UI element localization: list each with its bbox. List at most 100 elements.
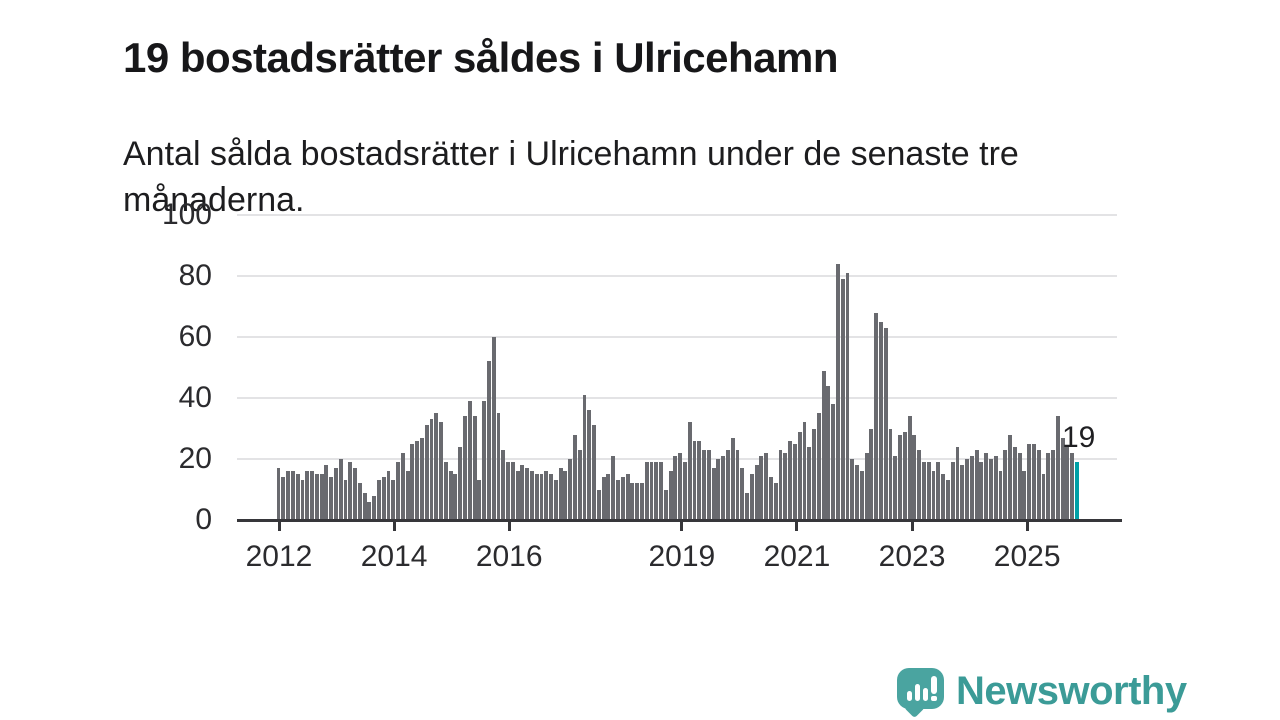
bar bbox=[855, 465, 859, 520]
bar bbox=[529, 471, 534, 520]
bar bbox=[400, 452, 405, 520]
bar bbox=[415, 440, 420, 520]
bar bbox=[300, 480, 305, 520]
bar bbox=[276, 468, 281, 520]
bar bbox=[788, 440, 793, 520]
x-axis-tick-label: 2019 bbox=[648, 540, 716, 573]
bar bbox=[936, 462, 941, 520]
bar bbox=[874, 312, 879, 520]
bar bbox=[525, 468, 530, 520]
bar bbox=[917, 449, 922, 520]
bar bbox=[501, 449, 506, 520]
bar bbox=[654, 462, 659, 520]
bar bbox=[797, 431, 802, 520]
bar bbox=[716, 459, 721, 520]
bar bbox=[692, 440, 697, 520]
bar bbox=[386, 471, 391, 520]
bar bbox=[467, 401, 472, 520]
bar bbox=[1012, 446, 1017, 520]
bar bbox=[702, 449, 706, 520]
bar bbox=[1003, 449, 1008, 520]
bar bbox=[453, 474, 458, 520]
bar bbox=[668, 471, 673, 520]
bar bbox=[429, 419, 434, 520]
bar bbox=[802, 422, 807, 520]
bar bbox=[477, 480, 482, 520]
bar bbox=[816, 413, 821, 520]
bar bbox=[864, 452, 869, 520]
bar bbox=[821, 370, 826, 520]
bar bbox=[396, 462, 401, 520]
x-axis-tick-label: 2025 bbox=[993, 540, 1061, 573]
bar bbox=[745, 492, 750, 520]
x-axis-line bbox=[237, 519, 1122, 522]
bar bbox=[1046, 452, 1051, 520]
x-axis-tick bbox=[1025, 522, 1029, 531]
bar bbox=[391, 480, 396, 520]
bar bbox=[343, 480, 348, 520]
x-axis-tick-label: 2016 bbox=[475, 540, 543, 573]
bar bbox=[539, 474, 544, 520]
bar bbox=[759, 455, 764, 520]
x-axis-tick bbox=[277, 522, 281, 531]
bar bbox=[639, 483, 644, 520]
bar bbox=[984, 452, 989, 520]
bar bbox=[606, 474, 611, 520]
bar bbox=[826, 385, 831, 520]
bar bbox=[945, 480, 950, 520]
bar bbox=[783, 452, 788, 520]
bar bbox=[659, 462, 663, 520]
bar bbox=[405, 471, 410, 520]
bar bbox=[357, 483, 362, 520]
y-axis-tick-label: 100 bbox=[161, 198, 212, 231]
bar bbox=[486, 361, 491, 520]
bar bbox=[859, 471, 864, 520]
bar bbox=[1022, 471, 1027, 520]
bar bbox=[735, 449, 740, 520]
bar bbox=[711, 468, 716, 520]
bar bbox=[898, 434, 903, 520]
bar bbox=[907, 416, 912, 520]
bar bbox=[678, 452, 683, 520]
bar bbox=[601, 477, 606, 520]
bar bbox=[979, 462, 984, 520]
bar bbox=[888, 428, 893, 520]
bar bbox=[769, 477, 773, 520]
bar bbox=[721, 455, 726, 520]
bar bbox=[553, 480, 558, 520]
bar bbox=[931, 471, 936, 520]
page-title: 19 bostadsrätter såldes i Ulricehamn bbox=[123, 34, 838, 82]
bar bbox=[883, 327, 888, 520]
bar bbox=[568, 459, 573, 520]
bar bbox=[1041, 474, 1046, 520]
x-axis-tick bbox=[680, 522, 684, 531]
bar bbox=[381, 477, 386, 520]
x-axis-tick bbox=[392, 522, 396, 531]
bar bbox=[463, 416, 467, 520]
bar bbox=[635, 483, 640, 520]
bar bbox=[974, 449, 979, 520]
bar bbox=[515, 471, 520, 520]
bar bbox=[295, 474, 300, 520]
bar bbox=[812, 428, 816, 520]
x-axis-tick-label: 2021 bbox=[763, 540, 831, 573]
bar bbox=[840, 279, 845, 520]
y-axis-tick-label: 0 bbox=[195, 503, 212, 536]
bar bbox=[682, 462, 687, 520]
bar bbox=[998, 471, 1003, 520]
bar bbox=[310, 471, 314, 520]
bar bbox=[482, 401, 487, 520]
bar bbox=[549, 474, 553, 520]
bar bbox=[592, 425, 597, 520]
bar bbox=[697, 440, 702, 520]
bar bbox=[1060, 437, 1065, 520]
gridline bbox=[237, 275, 1117, 277]
bar bbox=[1031, 443, 1036, 520]
bar bbox=[439, 422, 444, 520]
y-axis-tick-label: 60 bbox=[178, 320, 212, 353]
bar bbox=[749, 474, 754, 520]
bar bbox=[845, 272, 850, 520]
bar bbox=[754, 465, 759, 520]
brand-footer: Newsworthy bbox=[897, 666, 1187, 720]
bar bbox=[420, 437, 424, 520]
